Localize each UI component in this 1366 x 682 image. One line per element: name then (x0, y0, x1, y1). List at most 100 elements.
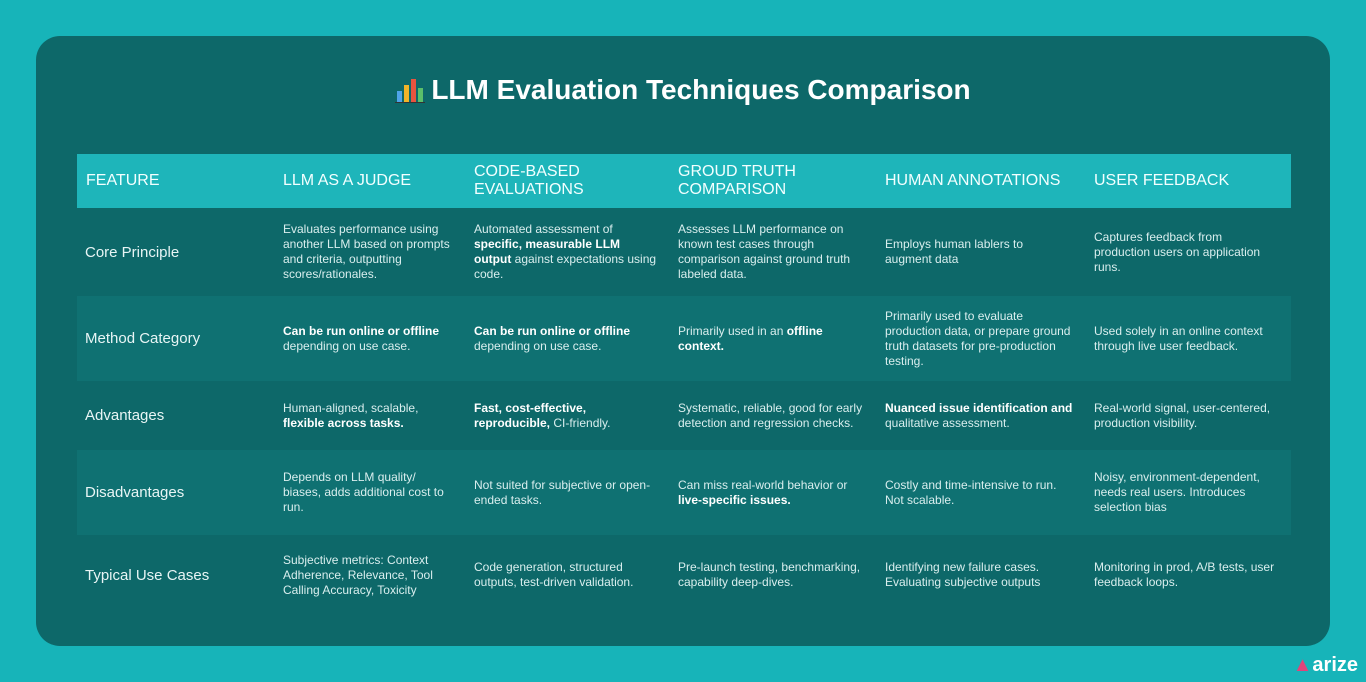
text: Real-world signal, user-centered, produc… (1094, 400, 1271, 430)
cell-text: Costly and time-intensive to run. Not sc… (885, 478, 1073, 508)
logo-text: arize (1312, 654, 1358, 676)
text: Depends on LLM quality/ biases, adds add… (283, 470, 444, 514)
cell: Costly and time-intensive to run. Not sc… (876, 450, 1085, 535)
text: Automated assessment of (474, 222, 613, 236)
text: Identifying new failure cases. Evaluatin… (885, 560, 1041, 589)
row-label: Disadvantages (77, 450, 274, 535)
text: Monitoring in prod, A/B tests, user feed… (1094, 560, 1275, 589)
row-label: Advantages (85, 407, 165, 424)
text: Not suited for subjective or open-ended … (474, 477, 651, 507)
cell-text: Monitoring in prod, A/B tests, user feed… (1094, 560, 1279, 590)
text: Systematic, reliable, good for early det… (678, 400, 863, 430)
cell: Assesses LLM performance on known test c… (669, 208, 876, 296)
header-cell: LLM AS A JUDGE (274, 154, 465, 208)
cell-text: Pre-launch testing, benchmarking, capabi… (678, 560, 864, 590)
cell-text: Evaluates performance using another LLM … (283, 222, 453, 282)
cell-text: Not suited for subjective or open-ended … (474, 478, 657, 508)
text: Primarily used in an (678, 323, 787, 338)
cell: Captures feedback from production users … (1085, 208, 1291, 296)
cell-text: Noisy, environment-dependent, needs real… (1094, 470, 1279, 515)
text: Captures feedback from production users … (1094, 229, 1261, 274)
table: FEATURE LLM AS A JUDGE CODE-BASED EVALUATI… (77, 154, 1291, 615)
cell-text: Can miss real-world behavior or live-spe… (678, 478, 864, 508)
text: Code generation, structured outputs, tes… (474, 560, 634, 589)
text: Evaluates performance using another LLM … (283, 222, 450, 281)
row-label: Typical Use Cases (85, 566, 210, 584)
cell: Nuanced issue identification and qualita… (876, 381, 1085, 450)
cell-text: Can be run online or offline depending o… (283, 324, 453, 354)
cell-text: Captures feedback from production users … (1094, 230, 1279, 275)
cell-text: Human-aligned, scalable, flexible across… (283, 401, 453, 431)
title: LLM Evaluation Techniques Comparison (431, 74, 971, 105)
cell: Primarily used to evaluate production da… (876, 296, 1085, 381)
cell: Pre-launch testing, benchmarking, capabi… (669, 535, 876, 615)
text: depending on use case. (474, 338, 602, 353)
cell-text: Primarily used to evaluate production da… (885, 309, 1073, 369)
bold-text: live-specific issues. (678, 492, 791, 507)
cell-text: Used solely in an online context through… (1094, 324, 1279, 354)
cell-text: Nuanced issue identification and qualita… (885, 401, 1073, 431)
cell: Human-aligned, scalable, flexible across… (274, 381, 465, 450)
title-row: LLM Evaluation Techniques Comparison (0, 74, 1366, 106)
header-cell: GROUD TRUTH COMPARISON (669, 154, 876, 208)
cell: Identifying new failure cases. Evaluatin… (876, 535, 1085, 615)
text: against expectations using code. (474, 252, 657, 281)
bold-text: Can be run online or offline (283, 323, 439, 338)
cell: Employs human lablers to augment data (876, 208, 1085, 296)
cell: Automated assessment of specific, measur… (465, 208, 669, 296)
cell: Not suited for subjective or open-ended … (465, 450, 669, 535)
header-cell: CODE-BASED EVALUATIONS (465, 154, 669, 208)
header-cell: USER FEEDBACK (1085, 154, 1291, 208)
cell-text: Primarily used in an offline context. (678, 324, 864, 354)
text: Can miss real-world behavior or (678, 477, 848, 492)
text: depending on use case. (283, 338, 411, 353)
logo: ▲arize (1292, 654, 1358, 676)
bold-text: specific, measurable LLM output (474, 237, 621, 266)
cell: Primarily used in an offline context. (669, 296, 876, 381)
bold-text: Nuanced issue identification and (885, 400, 1073, 415)
cell: Code generation, structured outputs, tes… (465, 535, 669, 615)
text: Human-aligned, scalable, (283, 400, 419, 415)
cell: Systematic, reliable, good for early det… (669, 381, 876, 450)
text: CI-friendly. (550, 415, 611, 430)
bold-text: offline context. (678, 323, 823, 353)
text: Pre-launch testing, benchmarking, capabi… (678, 560, 861, 589)
text: Primarily used to evaluate production da… (885, 308, 1071, 368)
cell: Can be run online or offline depending o… (465, 296, 669, 381)
text: Used solely in an online context through… (1094, 323, 1263, 353)
cell-text: Can be run online or offline depending o… (474, 324, 657, 354)
cell: Can miss real-world behavior or live-spe… (669, 450, 876, 535)
cell: Used solely in an online context through… (1085, 296, 1291, 381)
header-cell: HUMAN ANNOTATIONS (876, 154, 1085, 208)
text: Assesses LLM performance on known test c… (678, 222, 851, 281)
bold-text: Can be run online or offline (474, 323, 630, 338)
cell: Fast, cost-effective, reproducible, CI-f… (465, 381, 669, 450)
text: Employs human lablers to augment data (885, 237, 1024, 266)
cell-text: Subjective metrics: Context Adherence, R… (283, 553, 453, 598)
cell: Can be run online or offline depending o… (274, 296, 465, 381)
text: Noisy, environment-dependent, needs real… (1094, 470, 1260, 514)
cell-text: Systematic, reliable, good for early det… (678, 401, 864, 431)
cell-text: Identifying new failure cases. Evaluatin… (885, 560, 1073, 590)
cell-text: Assesses LLM performance on known test c… (678, 222, 864, 282)
bold-text: flexible across tasks. (283, 415, 404, 430)
cell: Depends on LLM quality/ biases, adds add… (274, 450, 465, 535)
cell: Subjective metrics: Context Adherence, R… (274, 535, 465, 615)
cell-text: Automated assessment of specific, measur… (474, 222, 657, 282)
cell-text: Employs human lablers to augment data (885, 237, 1073, 267)
cell: Evaluates performance using another LLM … (274, 208, 465, 296)
text: qualitative assessment. (885, 415, 1010, 430)
text: Subjective metrics: Context Adherence, R… (283, 552, 433, 597)
cell-text: Real-world signal, user-centered, produc… (1094, 401, 1279, 431)
chart-icon (395, 79, 426, 103)
cell: Monitoring in prod, A/B tests, user feed… (1085, 535, 1291, 615)
cell-text: Fast, cost-effective, reproducible, CI-f… (474, 401, 657, 431)
cell-text: Depends on LLM quality/ biases, adds add… (283, 470, 453, 515)
cell: Real-world signal, user-centered, produc… (1085, 381, 1291, 450)
text: Costly and time-intensive to run. Not sc… (885, 477, 1057, 507)
cell-text: Code generation, structured outputs, tes… (474, 560, 657, 590)
bold-text: Fast, cost-effective, reproducible, (474, 400, 587, 430)
row-label: Method Category (77, 296, 274, 381)
header-cell: FEATURE (77, 154, 274, 208)
cell: Noisy, environment-dependent, needs real… (1085, 450, 1291, 535)
